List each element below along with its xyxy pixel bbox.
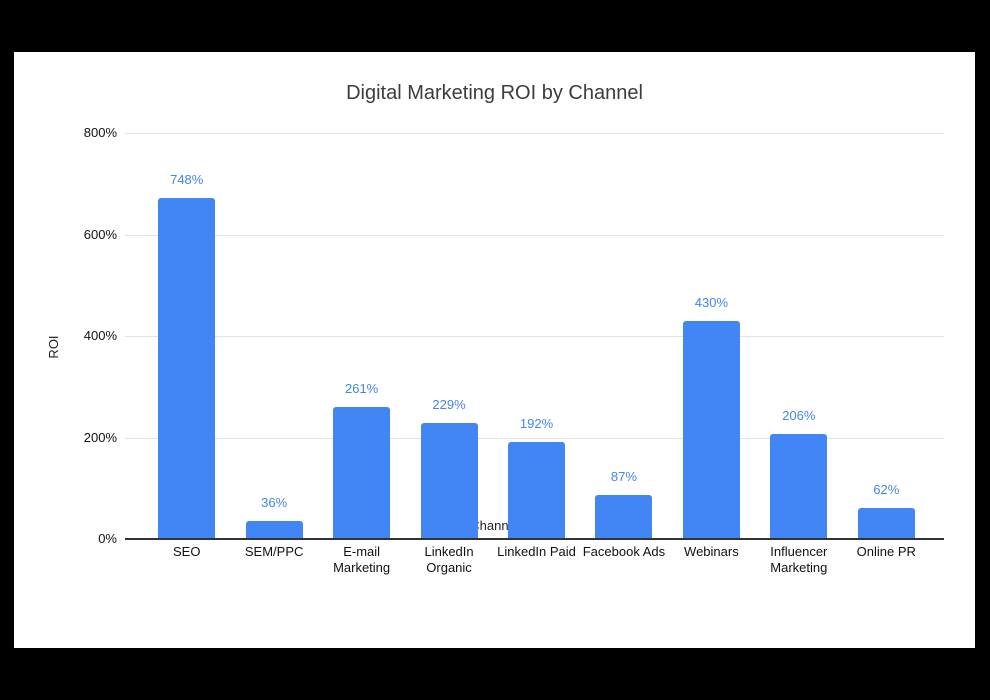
bar-value-label: 192% [519, 416, 554, 431]
bar-value-label: 229% [432, 397, 466, 412]
bar-e-mail-marketing[interactable] [333, 407, 391, 539]
x-axis-tick-label: Influencer Marketing [770, 544, 828, 575]
x-axis-tick-label: Webinars [684, 544, 739, 559]
plot-area: 800% 600% 400% 200% 0% 748% SEO 36% SEM/PPC 261% E… [84, 125, 944, 575]
bar-online-pr[interactable] [857, 508, 915, 539]
x-axis-line [125, 538, 944, 540]
y-axis-tick-label: 800% [83, 125, 117, 140]
bar-influencer-marketing[interactable] [770, 434, 828, 539]
bar-webinars[interactable] [682, 321, 740, 539]
y-axis-tick-label: 600% [83, 226, 117, 242]
gridline [125, 437, 944, 439]
bar-value-label: 206% [782, 408, 816, 423]
x-axis-tick-label: E-mail Marketing [333, 544, 391, 575]
bar-linkedin-organic[interactable] [420, 423, 478, 539]
chart-title: Digital Marketing ROI by Channel [346, 82, 643, 104]
x-axis-title: Channel [470, 518, 519, 533]
bar-value-label: 748% [170, 172, 204, 187]
x-axis-tick-label: Facebook Ads [582, 544, 666, 559]
x-axis-tick-label: LinkedIn Organic [424, 544, 474, 575]
y-axis-tick-label: 400% [83, 328, 117, 343]
gridline [125, 133, 944, 134]
bar-seo[interactable] [158, 198, 216, 539]
y-axis-tick-label: 0% [98, 531, 117, 546]
bar-value-label: 87% [610, 469, 637, 484]
bar-value-label: 62% [873, 482, 900, 497]
gridline [125, 234, 944, 236]
x-axis-tick-label: SEO [172, 544, 201, 559]
chart-card: Digital Marketing ROI by Channel ROI 800… [14, 52, 975, 648]
x-axis-tick-label: SEM/PPC [244, 544, 304, 559]
bar-facebook-ads[interactable] [595, 495, 653, 539]
x-axis-tick-label: Online PR [856, 544, 916, 559]
bar-value-label: 36% [261, 495, 288, 510]
bar-value-label: 430% [694, 295, 728, 310]
gridline [125, 336, 944, 337]
bar-sem-ppc[interactable] [245, 521, 303, 539]
bar-value-label: 261% [344, 381, 379, 396]
x-axis-tick-label: LinkedIn Paid [497, 544, 576, 559]
y-axis-tick-label: 200% [83, 429, 117, 445]
bar-linkedin-paid[interactable] [508, 442, 565, 539]
y-axis-title: ROI [46, 335, 61, 359]
